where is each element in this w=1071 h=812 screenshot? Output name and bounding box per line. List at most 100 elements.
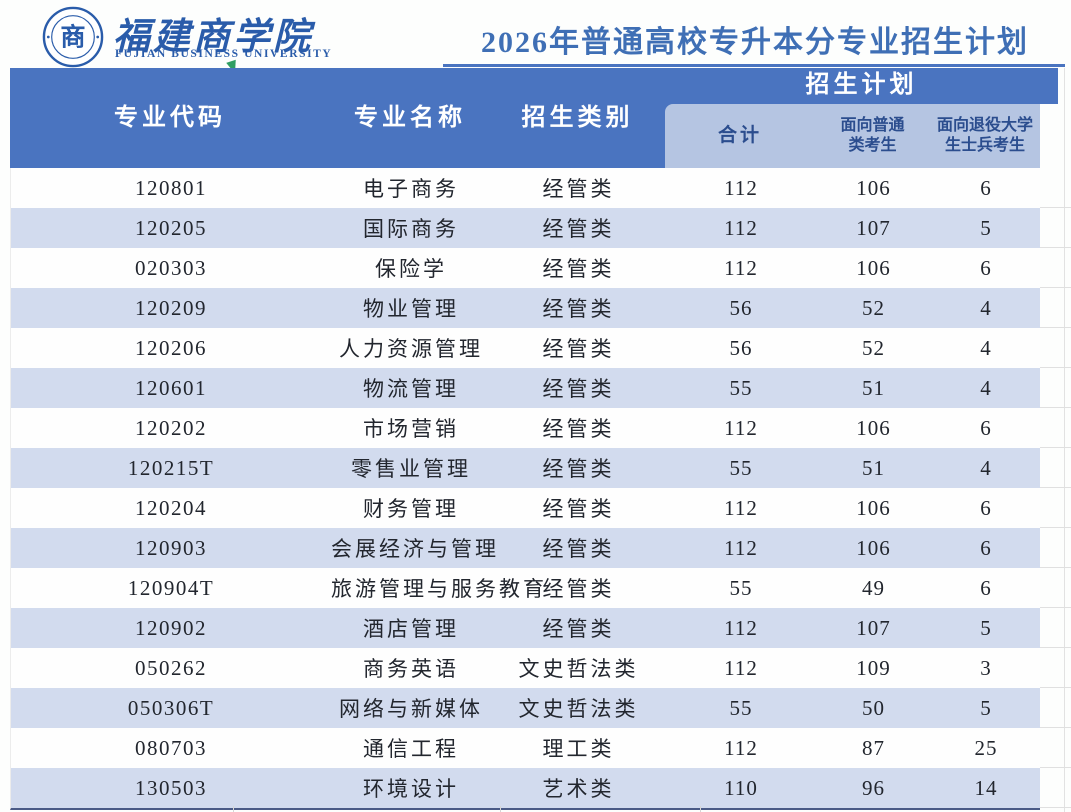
cell-category: 经管类 xyxy=(542,217,615,241)
header-corner-patch xyxy=(1040,104,1058,168)
cell-major-code: 050262 xyxy=(135,655,207,680)
cell-major-name: 环境设计 xyxy=(363,777,459,801)
cell-major-name: 会展经济与管理 xyxy=(331,537,499,561)
col-header-veteran: 面向退役大学生士兵考生 xyxy=(930,116,1040,156)
cell-total: 112 xyxy=(724,495,758,520)
cell-total: 56 xyxy=(729,295,753,320)
col-header-major-name: 专业名称 xyxy=(354,105,466,131)
cell-major-name: 电子商务 xyxy=(363,177,459,201)
university-name-en: FUJIAN BUSINESS UNIVERSITY xyxy=(115,48,333,60)
col-header-plan: 招生计划 xyxy=(805,72,918,98)
cell-regular: 49 xyxy=(862,575,885,600)
table-row: 120204 财务管理 经管类 112 106 6 xyxy=(11,488,1040,528)
table-row: 130503 环境设计 艺术类 110 96 14 xyxy=(11,768,1040,808)
cell-veteran: 6 xyxy=(980,415,992,440)
university-name-cn: 福建商学院 xyxy=(113,17,313,58)
cell-regular: 51 xyxy=(862,375,885,400)
cell-category: 文史哲法类 xyxy=(518,657,639,681)
cell-total: 112 xyxy=(724,175,758,200)
cell-total: 55 xyxy=(729,575,753,600)
col-header-category: 招生类别 xyxy=(521,105,634,131)
cell-total: 112 xyxy=(724,735,758,760)
cell-major-code: 120209 xyxy=(135,295,207,320)
cell-major-name: 保险学 xyxy=(375,257,447,281)
cell-category: 经管类 xyxy=(542,417,615,441)
table-body: 120801 电子商务 经管类 112 106 6 120205 国际商务 经管… xyxy=(10,168,1040,810)
cell-major-code: 120206 xyxy=(135,335,207,360)
cell-veteran: 4 xyxy=(980,295,992,320)
cell-regular: 106 xyxy=(856,535,891,560)
cell-veteran: 6 xyxy=(980,535,992,560)
cell-major-code: 080703 xyxy=(135,735,207,760)
cell-major-name: 人力资源管理 xyxy=(339,337,483,361)
cell-major-code: 120902 xyxy=(135,615,207,640)
cell-regular: 106 xyxy=(856,495,891,520)
plan-subheader-row: 合计 面向普通类考生 面向退役大学生士兵考生 xyxy=(665,104,1040,168)
cell-veteran: 6 xyxy=(980,575,992,600)
background-grid-tick xyxy=(500,806,501,812)
cell-major-code: 120801 xyxy=(135,175,207,200)
cell-major-name: 市场营销 xyxy=(363,417,459,441)
cell-category: 经管类 xyxy=(542,617,615,641)
cell-total: 112 xyxy=(724,655,758,680)
table-row: 050306T 网络与新媒体 文史哲法类 55 50 5 xyxy=(11,688,1040,728)
cell-major-code: 120601 xyxy=(135,375,207,400)
table-row: 080703 通信工程 理工类 112 87 25 xyxy=(11,728,1040,768)
table-row: 120903 会展经济与管理 经管类 112 106 6 xyxy=(11,528,1040,568)
cell-category: 经管类 xyxy=(542,497,615,521)
table-header: 专业代码 专业名称 招生类别 招生计划 合计 面向普通类考生 面向退役大学生士兵… xyxy=(10,68,1058,168)
cell-category: 经管类 xyxy=(542,457,615,481)
table-row: 050262 商务英语 文史哲法类 112 109 3 xyxy=(11,648,1040,688)
cell-veteran: 6 xyxy=(980,175,992,200)
cell-regular: 106 xyxy=(856,255,891,280)
table-row: 120904T 旅游管理与服务教育 经管类 55 49 6 xyxy=(11,568,1040,608)
cell-category: 文史哲法类 xyxy=(518,697,639,721)
cell-category: 艺术类 xyxy=(542,777,615,801)
table-row: 120206 人力资源管理 经管类 56 52 4 xyxy=(11,328,1040,368)
background-grid-tick xyxy=(700,806,701,812)
col-header-regular-label: 面向普通类考生 xyxy=(840,117,905,154)
cell-category: 经管类 xyxy=(542,377,615,401)
cell-total: 56 xyxy=(729,335,753,360)
cell-total: 55 xyxy=(729,375,753,400)
cell-total: 112 xyxy=(724,535,758,560)
table-row: 020303 保险学 经管类 112 106 6 xyxy=(11,248,1040,288)
cell-category: 经管类 xyxy=(542,297,615,321)
university-seal-icon: 商 xyxy=(42,6,104,68)
cell-major-name: 通信工程 xyxy=(363,737,459,761)
cell-veteran: 4 xyxy=(980,375,992,400)
cell-total: 112 xyxy=(724,255,758,280)
cell-veteran: 5 xyxy=(980,615,992,640)
cell-veteran: 14 xyxy=(974,775,998,800)
cell-major-code: 020303 xyxy=(135,255,207,280)
cell-major-code: 120903 xyxy=(135,535,207,560)
cell-major-name: 旅游管理与服务教育 xyxy=(331,577,547,601)
cell-major-name: 零售业管理 xyxy=(351,457,471,481)
cell-total: 112 xyxy=(724,215,758,240)
cell-regular: 109 xyxy=(856,655,891,680)
col-header-major-code: 专业代码 xyxy=(114,105,226,131)
cell-regular: 96 xyxy=(862,775,885,800)
cell-major-name: 国际商务 xyxy=(363,217,459,241)
cell-major-code: 050306T xyxy=(127,695,215,720)
cell-veteran: 5 xyxy=(980,695,992,720)
cell-category: 经管类 xyxy=(542,577,615,601)
cell-regular: 107 xyxy=(856,615,891,640)
page-title: 2026年普通高校专升本分专业招生计划 xyxy=(481,26,1029,59)
title-underline xyxy=(443,64,1065,67)
cell-veteran: 5 xyxy=(980,215,992,240)
cell-regular: 107 xyxy=(856,215,891,240)
topbar: 商 福建商学院 FUJIAN BUSINESS UNIVERSITY 2026年… xyxy=(0,0,1071,68)
cell-veteran: 6 xyxy=(980,495,992,520)
cell-major-name: 网络与新媒体 xyxy=(339,697,483,721)
cell-major-code: 120205 xyxy=(135,215,207,240)
cell-total: 112 xyxy=(724,615,758,640)
cell-regular: 52 xyxy=(862,295,885,320)
cell-major-name: 物业管理 xyxy=(363,297,459,321)
table-row: 120601 物流管理 经管类 55 51 4 xyxy=(11,368,1040,408)
background-grid-tick xyxy=(233,806,234,812)
table-row: 120215T 零售业管理 经管类 55 51 4 xyxy=(11,448,1040,488)
cell-regular: 50 xyxy=(862,695,885,720)
cell-total: 112 xyxy=(724,415,758,440)
